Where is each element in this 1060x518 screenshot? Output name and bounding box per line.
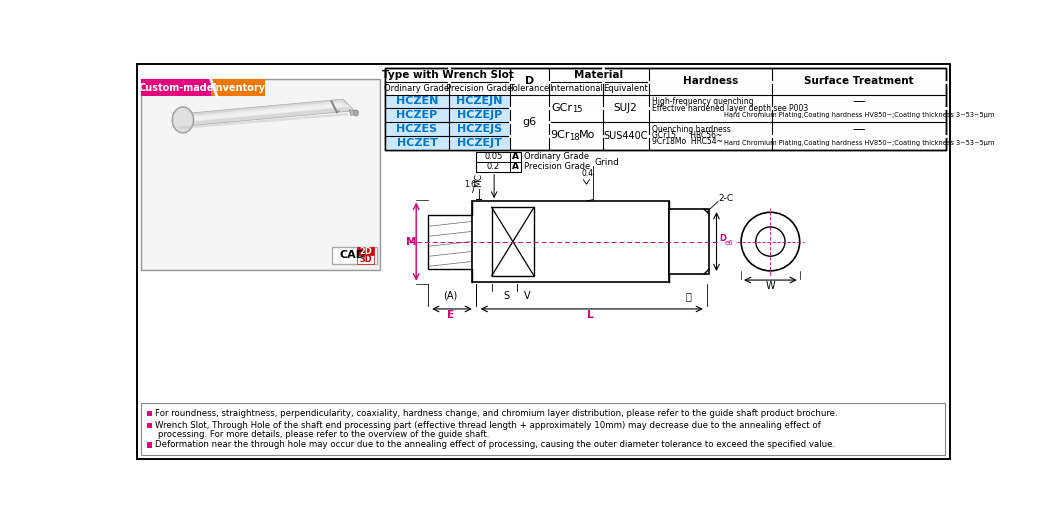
Text: Inventory: Inventory	[212, 82, 265, 93]
Polygon shape	[177, 102, 351, 122]
Text: CAD: CAD	[340, 250, 366, 261]
Text: Type with Wrench Slot: Type with Wrench Slot	[382, 70, 514, 80]
Text: GCr15      HRC56~: GCr15 HRC56~	[652, 131, 722, 140]
Text: 15: 15	[572, 105, 583, 114]
Text: —: —	[852, 95, 865, 108]
Text: /: /	[472, 184, 475, 194]
Text: HCZET: HCZET	[396, 138, 438, 148]
Text: e6: e6	[724, 240, 732, 246]
Circle shape	[741, 212, 799, 271]
Text: Deformation near the through hole may occur due to the annealing effect of proce: Deformation near the through hole may oc…	[155, 440, 835, 449]
Text: Ordinary Grade: Ordinary Grade	[524, 152, 589, 162]
Text: Ⓐ: Ⓐ	[686, 291, 692, 301]
Bar	[386, 94, 510, 150]
FancyBboxPatch shape	[141, 79, 211, 96]
Text: HCZEJP: HCZEJP	[457, 110, 502, 120]
Text: V: V	[525, 291, 531, 301]
Text: MC: MC	[474, 174, 483, 188]
Text: HCZES: HCZES	[396, 124, 438, 134]
Bar	[146, 411, 152, 416]
Text: Material: Material	[575, 70, 623, 80]
Text: Tolerance: Tolerance	[509, 84, 549, 93]
Text: g6: g6	[523, 117, 536, 127]
Text: International: International	[549, 84, 602, 93]
Text: A: A	[512, 162, 519, 171]
Text: GCr: GCr	[551, 103, 572, 112]
Text: 0.2: 0.2	[487, 162, 500, 171]
Text: HCZEJT: HCZEJT	[457, 138, 501, 148]
Text: 9Cr: 9Cr	[550, 131, 569, 140]
Text: (A): (A)	[443, 291, 457, 301]
Text: Effective hardened layer depth see P003: Effective hardened layer depth see P003	[652, 104, 808, 113]
Bar	[669, 209, 709, 274]
Ellipse shape	[174, 108, 192, 132]
Bar	[357, 255, 374, 264]
Text: 0.4: 0.4	[582, 169, 594, 178]
Bar	[492, 207, 534, 276]
Bar	[143, 81, 378, 268]
Bar	[141, 79, 379, 270]
Text: Hard Chromium Plating,Coating hardness HV850~;Coating thickness 3~53~5μm: Hard Chromium Plating,Coating hardness H…	[724, 112, 994, 118]
Text: —: —	[852, 123, 865, 136]
Circle shape	[756, 227, 785, 256]
Text: Hard Chromium Plating,Coating hardness HV850~;Coating thickness 3~53~5μm: Hard Chromium Plating,Coating hardness H…	[724, 140, 994, 146]
Polygon shape	[349, 110, 357, 116]
Polygon shape	[181, 104, 343, 121]
Text: L: L	[587, 310, 594, 320]
Polygon shape	[174, 99, 355, 126]
Text: Custom-made: Custom-made	[138, 82, 214, 93]
Text: High-frequency quenching: High-frequency quenching	[652, 97, 754, 106]
Bar	[473, 201, 669, 282]
Text: 0.05: 0.05	[484, 152, 502, 162]
Text: Surface Treatment: Surface Treatment	[805, 77, 914, 87]
Bar	[332, 247, 377, 264]
Text: A: A	[512, 152, 519, 162]
Ellipse shape	[172, 107, 194, 133]
Text: 2D: 2D	[359, 247, 372, 256]
Bar	[386, 68, 946, 150]
Bar	[476, 152, 520, 172]
Text: SUJ2: SUJ2	[614, 104, 637, 113]
Text: Equivalent: Equivalent	[603, 84, 648, 93]
Text: Wrench Slot, Through Hole of the shaft end processing part (effective thread len: Wrench Slot, Through Hole of the shaft e…	[155, 421, 820, 430]
Text: 3D: 3D	[359, 255, 372, 264]
FancyBboxPatch shape	[211, 79, 265, 96]
Text: processing. For more details, please refer to the overview of the guide shaft.: processing. For more details, please ref…	[158, 430, 490, 439]
Bar	[357, 247, 374, 255]
Text: HCZEJN: HCZEJN	[456, 96, 502, 106]
Text: For roundness, straightness, perpendicularity, coaxiality, hardness change, and : For roundness, straightness, perpendicul…	[155, 409, 837, 418]
Text: Hardness: Hardness	[683, 77, 738, 87]
Text: 9Cr18Mo  HRC54~: 9Cr18Mo HRC54~	[652, 137, 723, 146]
Text: HCZEJS: HCZEJS	[457, 124, 501, 134]
Text: HCZEN: HCZEN	[395, 96, 438, 106]
Bar	[386, 68, 946, 150]
Bar	[141, 402, 946, 455]
Text: D: D	[720, 234, 726, 243]
Text: Grind: Grind	[595, 158, 619, 167]
Text: HCZEP: HCZEP	[396, 110, 438, 120]
Text: D: D	[525, 77, 534, 87]
Text: 18: 18	[569, 133, 580, 142]
Polygon shape	[177, 113, 349, 129]
Text: SUS440C: SUS440C	[603, 131, 648, 141]
Ellipse shape	[354, 110, 358, 116]
Text: Precision Grade: Precision Grade	[524, 162, 590, 171]
Text: S: S	[504, 291, 510, 301]
Text: E: E	[446, 310, 454, 320]
Text: M: M	[406, 237, 417, 247]
Bar	[146, 423, 152, 428]
Text: Ordinary Grade: Ordinary Grade	[385, 84, 449, 93]
Bar	[428, 214, 473, 268]
Bar	[146, 442, 152, 448]
Text: Mo: Mo	[579, 131, 595, 140]
Text: 1.6: 1.6	[464, 180, 476, 189]
Text: Quenching hardness: Quenching hardness	[652, 124, 730, 134]
Text: Precision Grade: Precision Grade	[446, 84, 512, 93]
Text: 2-C: 2-C	[719, 194, 734, 203]
Text: W: W	[765, 281, 775, 291]
